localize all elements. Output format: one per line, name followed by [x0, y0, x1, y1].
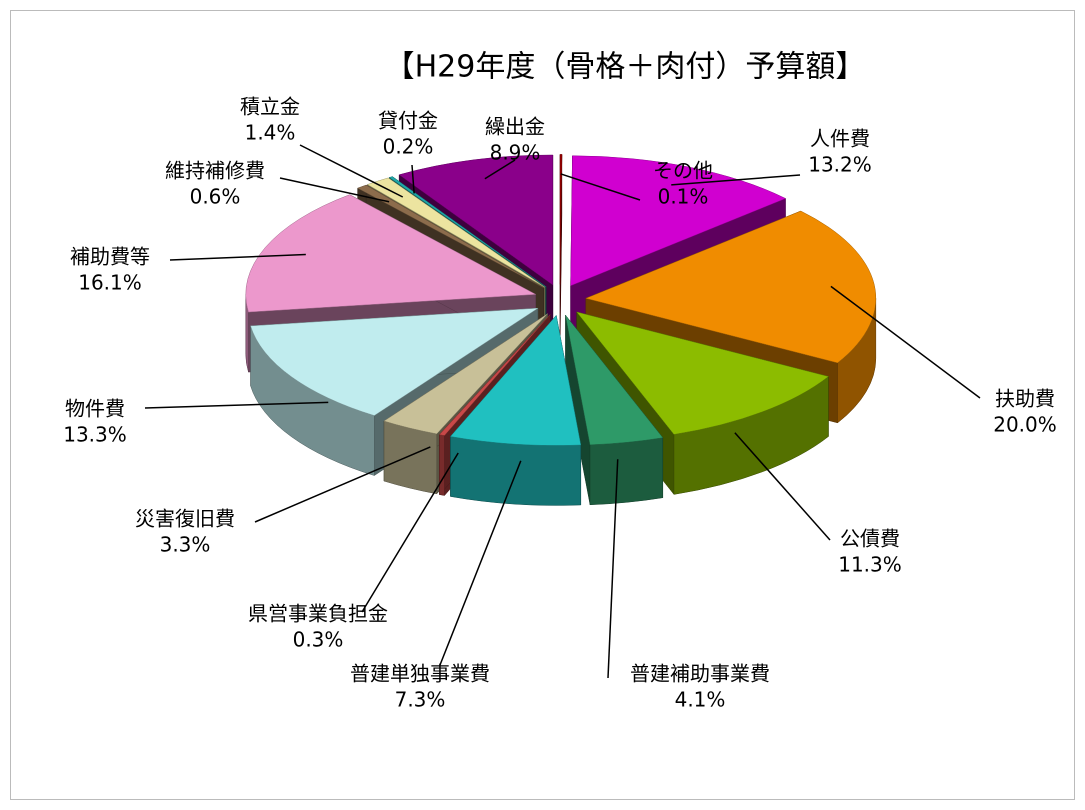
leader-line — [411, 164, 415, 194]
leader-line — [484, 159, 516, 180]
leader-line — [169, 253, 306, 261]
slice-top — [449, 314, 582, 446]
leader-line — [560, 173, 641, 201]
slice-value-label: 16.1% — [78, 271, 142, 295]
slice-name: その他 — [653, 159, 713, 183]
slice-top — [398, 154, 554, 286]
slice-wall — [439, 434, 445, 496]
slice-name: 積立金 — [240, 95, 300, 119]
slice-name: 貸付金 — [378, 109, 438, 133]
slice-top — [366, 177, 546, 288]
leader-line — [299, 144, 404, 198]
leader-line — [607, 459, 619, 679]
chart-title: 【H29年度（骨格＋肉付）予算額】 — [385, 50, 866, 85]
slice-name: 繰出金 — [485, 115, 545, 139]
slice-name: 物件費 — [65, 397, 125, 421]
pie-slice — [559, 154, 563, 345]
slice-value-label: 0.6% — [190, 185, 241, 209]
leader-line — [361, 452, 459, 613]
slice-value-label: 8.9% — [490, 141, 541, 165]
slice-value-label: 4.1% — [675, 688, 726, 712]
slice-value-label: 20.0% — [993, 413, 1057, 437]
slice-name: 扶助費 — [995, 387, 1055, 411]
slice-name: 県営事業負担金 — [248, 602, 388, 626]
slice-value-label: 11.3% — [838, 553, 902, 577]
slice-value-label: 1.4% — [245, 121, 296, 145]
leader-line — [830, 285, 981, 399]
slice-top — [438, 314, 551, 436]
slice-name: 普建補助事業費 — [630, 662, 770, 686]
slice-top — [576, 311, 829, 435]
slice-top — [388, 176, 547, 288]
leader-line — [254, 446, 431, 523]
pie-slice — [449, 314, 582, 506]
slice-value-label: 13.2% — [808, 153, 872, 177]
slice-name: 維持補修費 — [165, 159, 265, 183]
slice-top — [245, 194, 537, 313]
slice-name: 普建単独事業費 — [350, 662, 490, 686]
pie-slice — [565, 314, 664, 506]
leader-line — [734, 432, 831, 541]
slice-value-label: 0.3% — [293, 628, 344, 652]
slice-top — [250, 307, 539, 416]
leader-line — [144, 401, 329, 409]
slice-value-label: 3.3% — [160, 533, 211, 557]
slice-top — [383, 313, 548, 435]
slice-top — [565, 315, 664, 446]
slice-value-label: 0.1% — [658, 185, 709, 209]
slice-name: 公債費 — [840, 527, 900, 551]
slice-wall — [450, 436, 582, 506]
leader-line — [439, 460, 522, 666]
slice-value-label: 0.2% — [383, 135, 434, 159]
leader-line — [671, 174, 801, 186]
slice-value-label: 7.3% — [395, 688, 446, 712]
leader-line — [279, 177, 390, 203]
slice-top — [585, 210, 877, 364]
pie-slice — [576, 311, 829, 496]
slice-top — [559, 154, 563, 285]
slice-wall — [589, 437, 664, 506]
slice-top — [570, 155, 787, 287]
slice-name: 補助費等 — [70, 245, 150, 269]
slice-name: 人件費 — [810, 127, 870, 151]
slice-name: 災害復旧費 — [135, 507, 235, 531]
slice-top — [356, 184, 544, 289]
slice-value-label: 13.3% — [63, 423, 127, 447]
